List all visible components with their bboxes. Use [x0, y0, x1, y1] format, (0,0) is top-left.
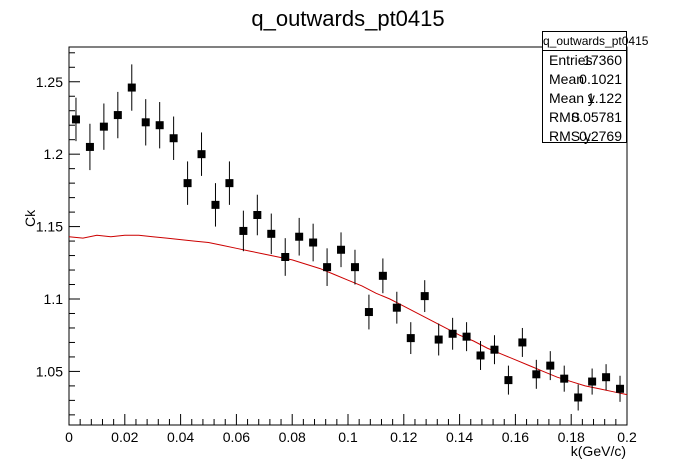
data-point [392, 303, 401, 312]
data-point [560, 374, 569, 383]
data-point [588, 377, 597, 386]
x-tick-label: 0.02 [111, 429, 138, 445]
data-point [462, 332, 471, 341]
data-point [99, 122, 108, 131]
stats-row-rms-y: RMS y 0.2769 [543, 127, 626, 146]
stats-key: Entries [549, 52, 593, 68]
y-tick-label: 1.2 [44, 146, 64, 162]
chart-title: q_outwards_pt0415 [251, 6, 445, 31]
data-point [434, 335, 443, 344]
data-point [420, 292, 429, 301]
data-point [476, 351, 485, 360]
data-point [211, 200, 220, 209]
stats-value: 0.05781 [571, 109, 622, 125]
data-point [141, 118, 150, 127]
x-tick-label: 0 [65, 429, 73, 445]
data-point [71, 115, 80, 124]
data-point [253, 211, 262, 219]
data-point [546, 361, 555, 370]
data-points-layer [71, 64, 625, 411]
x-tick-label: 0.1 [338, 429, 358, 445]
stats-key: RMS [549, 109, 581, 125]
x-tick-label: 0.04 [167, 429, 194, 445]
data-point [239, 226, 248, 235]
x-tick-label: 0.08 [279, 429, 306, 445]
data-point [155, 121, 164, 130]
data-point [281, 253, 290, 261]
stats-key: RMS y [549, 128, 591, 144]
x-tick-label: 0.12 [390, 429, 417, 445]
fit-curve [68, 234, 628, 396]
x-tick-label: 0.2 [617, 429, 637, 445]
data-point [295, 232, 304, 241]
stats-box: q_outwards_pt0415 Entries 17360 Mean 0.1… [542, 31, 648, 146]
data-point [448, 329, 457, 338]
data-point [323, 263, 332, 272]
y-axis-label: Ck [22, 209, 38, 227]
data-point [350, 263, 359, 272]
data-point [225, 179, 234, 188]
data-point [197, 150, 206, 159]
x-axis-label: k(GeV/c) [570, 443, 626, 459]
data-point [574, 393, 583, 402]
data-point [532, 370, 541, 379]
stats-row-entries: Entries 17360 [543, 51, 626, 70]
y-tick-label: 1.25 [36, 74, 63, 90]
data-point [309, 238, 318, 247]
data-point [378, 271, 387, 280]
data-point [602, 373, 611, 382]
y-tick-label: 1.1 [44, 291, 64, 307]
x-tick-label: 0.14 [446, 429, 473, 445]
x-tick-label: 0.16 [502, 429, 529, 445]
stats-value: 1.122 [586, 90, 622, 106]
data-point [518, 338, 527, 347]
stats-value: 0.2769 [579, 128, 622, 144]
axes: 0 0.02 0.04 0.06 0.08 0.1 0.12 0.14 0.16 0.18 0.2 1… [36, 52, 637, 445]
stats-box-title: q_outwards_pt0415 [543, 32, 648, 51]
data-point [616, 384, 625, 393]
stats-value: 17360 [583, 52, 622, 68]
stats-value: 0.1021 [579, 71, 622, 87]
data-point [169, 134, 178, 143]
x-tick-label: 0.18 [558, 429, 585, 445]
data-point [85, 142, 94, 151]
stats-key: Mean [549, 71, 585, 87]
data-point [364, 308, 373, 317]
data-point [113, 111, 122, 120]
data-point [337, 245, 346, 254]
data-point [490, 345, 499, 354]
data-point [267, 229, 276, 238]
y-tick-label: 1.15 [36, 219, 63, 235]
stats-row-mean-y: Mean y 1.122 [543, 89, 626, 108]
fit-curve-layer [68, 234, 628, 396]
data-point [406, 334, 415, 343]
data-point [183, 179, 192, 188]
stats-row-rms: RMS 0.05781 [543, 108, 626, 127]
data-point [127, 83, 136, 92]
stats-key: Mean y [549, 90, 595, 106]
data-point [504, 376, 513, 385]
stats-row-mean: Mean 0.1021 [543, 70, 626, 89]
x-tick-label: 0.06 [223, 429, 250, 445]
y-tick-label: 1.05 [36, 363, 63, 379]
